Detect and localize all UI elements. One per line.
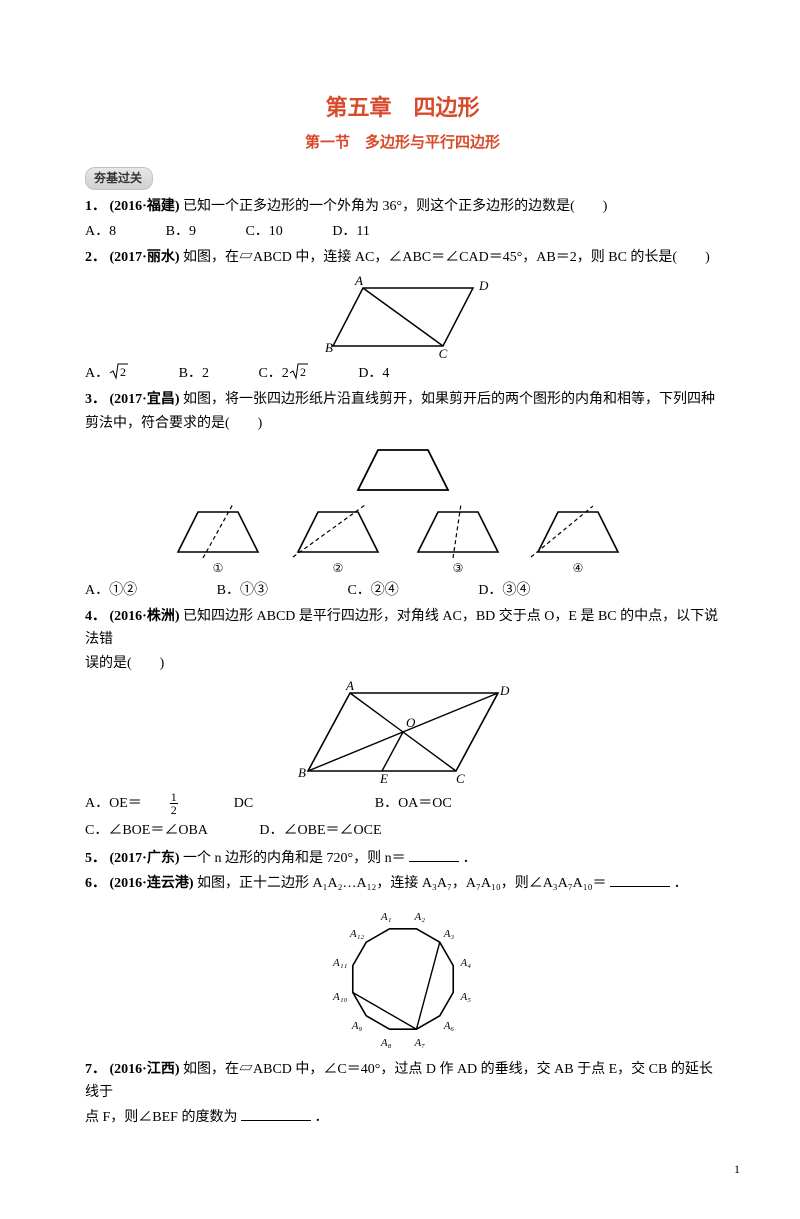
q4-choice-a: A．OE＝12DC xyxy=(85,791,281,816)
section-pill: 夯基过关 xyxy=(85,167,153,190)
q3-figure-options: ① ② ③ ④ xyxy=(85,502,720,578)
q3-choice-d: D．③④ xyxy=(478,580,530,602)
svg-text:③: ③ xyxy=(452,561,463,575)
q1-num: 1． xyxy=(85,199,106,214)
q2-choices: A．2 B．2 C．22 D．4 xyxy=(85,362,720,385)
q5-source: (2017·广东) xyxy=(110,851,180,866)
svg-text:④: ④ xyxy=(572,561,583,575)
svg-text:C: C xyxy=(456,771,465,786)
q5-num: 5． xyxy=(85,851,106,866)
q2-source: (2017·丽水) xyxy=(110,250,180,265)
q6-blank xyxy=(610,872,670,887)
q7-text2-line: 点 F，则∠BEF 的度数为 ． xyxy=(85,1106,720,1129)
svg-text:A: A xyxy=(345,679,354,693)
svg-text:A₉: A₉ xyxy=(350,1020,362,1032)
q3-choice-b: B．①③ xyxy=(217,580,268,602)
svg-text:A₅: A₅ xyxy=(459,991,471,1003)
q2-choice-c: C．22 xyxy=(258,362,308,385)
q1-choices: A．8 B．9 C．10 D．11 xyxy=(85,221,720,243)
q2-num: 2． xyxy=(85,250,106,265)
q6-period: ． xyxy=(674,876,688,891)
q5-period: ． xyxy=(463,851,477,866)
svg-text:A₈: A₈ xyxy=(379,1037,391,1049)
chapter-title: 第五章 四边形 xyxy=(85,90,720,125)
q3-text1: 如图，将一张四边形纸片沿直线剪开，如果剪开后的两个图形的内角和相等，下列四种 xyxy=(183,392,715,407)
question-7: 7． (2016·江西) 如图，在▱ABCD 中，∠C＝40°，过点 D 作 A… xyxy=(85,1059,720,1104)
q3-num: 3． xyxy=(85,392,106,407)
svg-text:C: C xyxy=(438,346,447,360)
page-number: 1 xyxy=(85,1160,740,1179)
q5-text: 一个 n 边形的内角和是 720°，则 n＝ xyxy=(183,851,406,866)
q6-text: 如图，正十二边形 A₁A₂…A₁₂，连接 A₃A₇，A₇A₁₀，则∠A₃A₇A₁… xyxy=(197,876,607,891)
q4-text2: 误的是( ) xyxy=(85,653,720,675)
q7-text2: 点 F，则∠BEF 的度数为 xyxy=(85,1110,237,1125)
q2-text: 如图，在▱ABCD 中，连接 AC，∠ABC＝∠CAD＝45°，AB＝2，则 B… xyxy=(183,250,710,265)
svg-text:A₁₀: A₁₀ xyxy=(332,991,348,1003)
q7-period: ． xyxy=(314,1110,328,1125)
q3-text2: 剪法中，符合要求的是( ) xyxy=(85,413,720,435)
question-3: 3． (2017·宜昌) 如图，将一张四边形纸片沿直线剪开，如果剪开后的两个图形… xyxy=(85,389,720,411)
q4-figure: A D B C E O xyxy=(85,679,720,789)
q7-source: (2016·江西) xyxy=(110,1062,180,1077)
q1-choice-a: A．8 xyxy=(85,221,116,243)
q7-text1: 如图，在▱ABCD 中，∠C＝40°，过点 D 作 AD 的垂线，交 AB 于点… xyxy=(85,1062,713,1099)
q2-choice-d: D．4 xyxy=(358,363,389,385)
q3-figure-main xyxy=(85,440,720,498)
q3-source: (2017·宜昌) xyxy=(110,392,180,407)
q7-blank xyxy=(241,1106,311,1121)
q1-text: 已知一个正多边形的一个外角为 36°，则这个正多边形的边数是( ) xyxy=(183,199,607,214)
svg-text:A₃: A₃ xyxy=(442,928,454,940)
q2-figure: A D B C xyxy=(85,274,720,360)
q7-num: 7． xyxy=(85,1062,106,1077)
q4-choice-b: B．OA＝OC xyxy=(375,793,452,815)
q5-blank xyxy=(409,847,459,862)
svg-text:D: D xyxy=(478,278,489,293)
svg-text:E: E xyxy=(379,771,388,786)
section-title: 第一节 多边形与平行四边形 xyxy=(85,131,720,155)
svg-text:A₁₂: A₁₂ xyxy=(348,928,364,940)
q3-choice-a: A．①② xyxy=(85,580,137,602)
svg-text:B: B xyxy=(325,340,333,355)
svg-text:②: ② xyxy=(332,561,343,575)
q6-figure: A₁ A₂ A₃ A₄ A₅ A₆ A₇ A₈ A₉ A₁₀ A₁₁ A₁₂ xyxy=(85,899,720,1057)
svg-text:A₄: A₄ xyxy=(459,958,471,970)
q4-choices-row1: A．OE＝12DC B．OA＝OC xyxy=(85,791,720,816)
question-6: 6． (2016·连云港) 如图，正十二边形 A₁A₂…A₁₂，连接 A₃A₇，… xyxy=(85,872,720,895)
q2-choice-b: B．2 xyxy=(179,363,209,385)
q2-choice-a: A．2 xyxy=(85,362,129,385)
q1-choice-b: B．9 xyxy=(166,221,196,243)
question-5: 5． (2017·广东) 一个 n 边形的内角和是 720°，则 n＝ ． xyxy=(85,847,720,870)
q1-choice-c: C．10 xyxy=(245,221,282,243)
svg-text:2: 2 xyxy=(300,365,306,379)
svg-text:A₆: A₆ xyxy=(442,1020,454,1032)
svg-text:A₁₁: A₁₁ xyxy=(332,958,348,970)
svg-text:A₇: A₇ xyxy=(413,1037,425,1049)
svg-text:D: D xyxy=(499,683,510,698)
svg-text:A₁: A₁ xyxy=(379,912,391,924)
svg-text:A₂: A₂ xyxy=(413,912,425,924)
question-1: 1． (2016·福建) 已知一个正多边形的一个外角为 36°，则这个正多边形的… xyxy=(85,196,720,218)
q4-source: (2016·株洲) xyxy=(110,609,180,624)
q6-source: (2016·连云港) xyxy=(110,876,194,891)
svg-text:B: B xyxy=(298,765,306,780)
q3-choices: A．①② B．①③ C．②④ D．③④ xyxy=(85,580,720,602)
q4-choices-row2: C．∠BOE＝∠OBA D．∠OBE＝∠OCE xyxy=(85,820,720,842)
q4-text1: 已知四边形 ABCD 是平行四边形，对角线 AC，BD 交于点 O，E 是 BC… xyxy=(85,609,718,646)
q1-source: (2016·福建) xyxy=(110,199,180,214)
q6-num: 6． xyxy=(85,876,106,891)
svg-text:O: O xyxy=(406,715,416,730)
question-4: 4． (2016·株洲) 已知四边形 ABCD 是平行四边形，对角线 AC，BD… xyxy=(85,606,720,651)
q3-choice-c: C．②④ xyxy=(347,580,398,602)
svg-text:A: A xyxy=(354,274,363,288)
q1-choice-d: D．11 xyxy=(332,221,370,243)
q4-choice-d: D．∠OBE＝∠OCE xyxy=(259,820,381,842)
svg-text:①: ① xyxy=(212,561,223,575)
svg-text:2: 2 xyxy=(120,365,126,379)
q4-choice-c: C．∠BOE＝∠OBA xyxy=(85,820,208,842)
question-2: 2． (2017·丽水) 如图，在▱ABCD 中，连接 AC，∠ABC＝∠CAD… xyxy=(85,247,720,269)
q4-num: 4． xyxy=(85,609,106,624)
